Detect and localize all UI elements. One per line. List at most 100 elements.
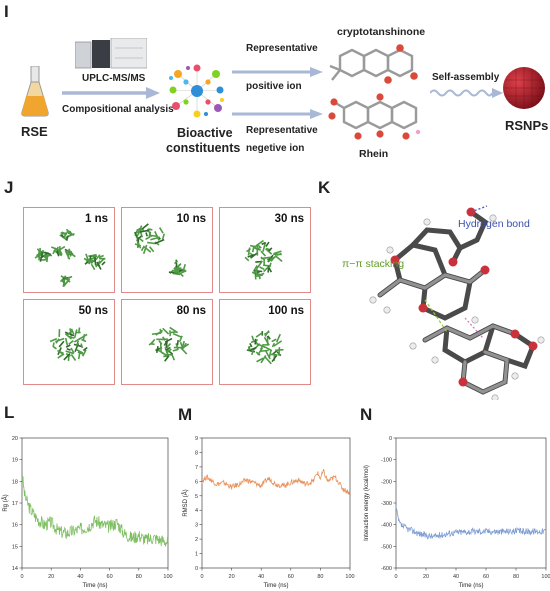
molecule-mark (44, 251, 52, 256)
y-tick-label: 2 (195, 537, 198, 543)
molecule-cluster-icon (134, 223, 187, 277)
molecule-mark (140, 245, 146, 252)
molecule-mark (261, 241, 266, 246)
analysis-label: Compositional analysis (62, 104, 174, 115)
dimer-interaction-structure (369, 205, 545, 400)
molecule-mark (64, 333, 73, 340)
y-tick-label: 15 (12, 544, 18, 550)
molecule-mark (260, 250, 267, 257)
snapshot-cell: 10 ns (121, 207, 213, 293)
x-axis-label: Time (ns) (458, 583, 483, 589)
molecule-mark (178, 335, 183, 343)
molecule-mark (52, 247, 57, 255)
molecule-mark (82, 349, 87, 357)
rsnp-label: RSNPs (505, 118, 549, 133)
x-tick-label: 80 (136, 574, 142, 580)
molecule-mark (134, 243, 142, 247)
plot-frame (395, 437, 547, 569)
molecule-mark (260, 349, 269, 353)
molecule-mark (268, 262, 272, 268)
molecule-mark (154, 231, 160, 241)
x-tick-label: 20 (229, 574, 235, 580)
molecule-mark (165, 348, 172, 354)
positive-ion-label-1: Representative (246, 43, 318, 54)
molecule-mark (64, 337, 69, 346)
negative-ion-arrow (232, 109, 323, 119)
molecule-mark (251, 245, 255, 253)
molecule-mark (275, 333, 281, 343)
molecule-mark (94, 256, 97, 266)
molecule-mark (158, 227, 164, 234)
molecule-mark (148, 246, 155, 253)
instrument-label: UPLC-MS/MS (82, 73, 146, 84)
molecule-mark (34, 253, 42, 259)
molecule-mark (63, 232, 68, 239)
panel-label-n: N (360, 405, 373, 424)
y-tick-label: -500 (381, 544, 392, 550)
pi-stacking-label: π−π stacking (342, 258, 405, 270)
molecule-mark (270, 256, 275, 262)
molecule-mark (165, 346, 171, 351)
molecule-mark (264, 355, 272, 365)
molecule-mark (255, 260, 262, 263)
rse-label: RSE (21, 124, 48, 139)
molecule-mark (159, 328, 163, 334)
x-tick-label: 40 (453, 574, 459, 580)
molecule-mark (264, 350, 271, 360)
panel-label-i: I (4, 2, 9, 21)
molecule-mark (70, 347, 75, 354)
molecule-mark (260, 256, 266, 261)
molecule-mark (255, 332, 263, 338)
molecule-mark (265, 248, 273, 255)
snapshot-time-label: 30 ns (274, 213, 304, 225)
snapshot-cell: 100 ns (219, 299, 311, 385)
snapshot-time-label: 80 ns (176, 305, 206, 317)
rse-flask-icon (21, 66, 49, 117)
molecule-mark (66, 230, 71, 233)
molecule-mark (154, 238, 165, 245)
x-tick-label: 100 (345, 574, 354, 580)
molecule-mark (273, 250, 282, 255)
molecule-mark (63, 275, 71, 283)
molecule-mark (168, 350, 174, 356)
molecule-mark (256, 357, 264, 363)
y-axis-label: Rg (Å) (2, 494, 9, 511)
y-tick-label: 14 (12, 566, 18, 572)
y-tick-label: 8 (195, 450, 198, 456)
y-tick-label: 4 (195, 508, 198, 514)
x-tick-label: 60 (107, 574, 113, 580)
molecule-mark (73, 329, 78, 338)
molecule-cluster-icon (148, 326, 190, 362)
molecule-mark (273, 340, 283, 347)
self-assembly-label: Self-assembly (432, 72, 500, 83)
molecule-mark (65, 344, 71, 348)
molecule-mark (148, 231, 152, 237)
y-tick-label: -100 (381, 458, 392, 464)
compound-cryptotanshinone-label: cryptotanshinone (337, 26, 426, 38)
molecule-mark (77, 351, 81, 360)
snapshot-cell: 30 ns (219, 207, 311, 293)
molecule-mark (174, 260, 179, 265)
molecule-cluster-icon (244, 239, 283, 280)
molecule-mark (170, 331, 177, 334)
rhein-structure-icon (328, 93, 421, 140)
molecule-mark (61, 231, 67, 235)
molecule-mark (172, 348, 178, 352)
bioactive-network-icon (169, 64, 224, 118)
molecule-mark (182, 264, 186, 272)
molecule-mark (139, 229, 149, 233)
molecule-mark (68, 339, 74, 345)
molecule-mark (139, 238, 144, 243)
molecule-mark (250, 346, 257, 351)
molecule-mark (259, 343, 265, 351)
panel-label-k: K (318, 178, 331, 197)
molecule-mark (145, 236, 151, 240)
molecule-mark (57, 349, 65, 356)
positive-ion-arrow (232, 67, 323, 77)
y-axis-label: RMSD (Å) (182, 489, 189, 516)
molecule-mark (96, 261, 102, 270)
y-tick-label: 0 (389, 436, 392, 442)
molecule-mark (255, 272, 259, 277)
molecule-mark (164, 355, 170, 362)
series-line (201, 468, 351, 495)
